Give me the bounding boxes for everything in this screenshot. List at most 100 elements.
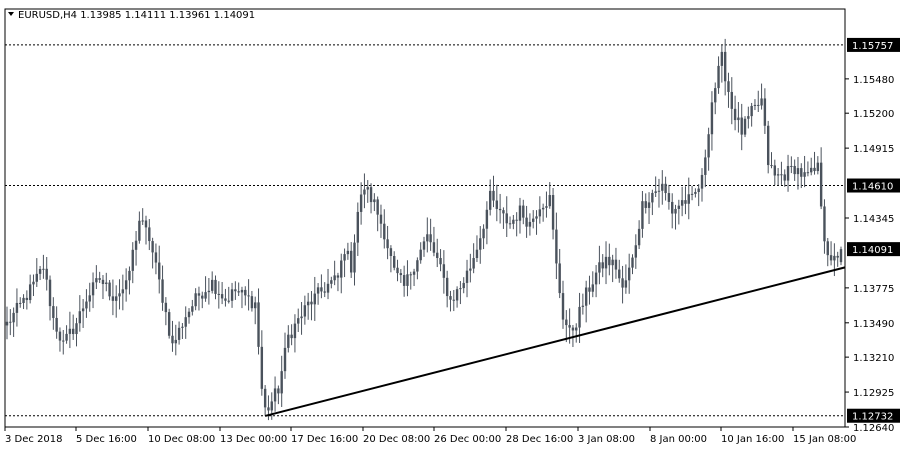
candle-body: [823, 206, 826, 242]
candle-body: [91, 282, 95, 296]
candle-body: [386, 239, 389, 249]
candle-body: [250, 296, 254, 309]
candle-body: [442, 264, 446, 278]
candle-body: [340, 260, 343, 278]
candle-body: [637, 228, 641, 246]
y-tick-label: 1.12640: [853, 423, 894, 434]
candle-body: [621, 278, 624, 288]
candle-body: [376, 199, 379, 215]
candle-body: [270, 401, 273, 411]
candle-body: [786, 165, 790, 181]
candle-body: [436, 252, 439, 258]
candle-body: [700, 174, 704, 189]
candle-body: [68, 328, 72, 334]
candle-body: [306, 301, 310, 306]
candle-body: [657, 190, 661, 192]
candle-body: [379, 214, 383, 224]
candle-body: [28, 284, 32, 301]
candle-body: [525, 217, 528, 227]
candle-body: [158, 262, 161, 280]
candle-body: [479, 238, 482, 250]
candle-body: [81, 308, 85, 312]
candle-body: [313, 293, 316, 305]
y-tick-label: 1.13490: [853, 319, 894, 330]
candle-body: [197, 293, 201, 296]
candle-body: [743, 118, 747, 135]
x-tick-label: 15 Jan 08:00: [793, 434, 856, 445]
candle-body: [541, 207, 545, 210]
candle-body: [346, 250, 350, 255]
candle-body: [548, 195, 551, 207]
candle-body: [641, 201, 644, 229]
candle-body: [498, 208, 502, 211]
candle-body: [154, 252, 158, 263]
candle-body: [538, 209, 542, 217]
candle-body: [115, 296, 118, 301]
price-tag-box: [847, 408, 900, 423]
candle-body: [829, 255, 833, 261]
candle-body: [283, 347, 287, 372]
candle-body: [558, 263, 561, 294]
candle-body: [237, 291, 240, 293]
candle-body: [38, 269, 42, 274]
candle-body: [816, 162, 820, 172]
candle-body: [412, 271, 416, 275]
candle-body: [465, 270, 469, 283]
candle-body: [121, 289, 125, 294]
candle-body: [813, 167, 816, 172]
candle-body: [75, 323, 78, 335]
candle-body: [419, 249, 422, 261]
candle-body: [723, 51, 727, 82]
candle-body: [62, 340, 65, 342]
candle-body: [687, 194, 690, 204]
candle-body: [35, 273, 38, 282]
candle-body: [522, 205, 525, 218]
candle-body: [664, 183, 667, 194]
candle-body: [88, 295, 91, 302]
candle-body: [128, 270, 131, 281]
candle-body: [164, 302, 168, 313]
candle-body: [32, 281, 35, 285]
candle-body: [343, 254, 346, 261]
y-axis: 1.15480 1.15200 1.14915 1.14345 1.13775 1.134…: [845, 75, 894, 434]
y-tick-label: 1.15200: [853, 109, 894, 120]
candle-body: [131, 249, 134, 271]
chevron-down-icon[interactable]: [8, 12, 14, 16]
candle-body: [303, 305, 307, 317]
candle-body: [55, 317, 58, 332]
candle-body: [363, 189, 366, 195]
candle-body: [760, 98, 763, 106]
candle-body: [452, 299, 455, 301]
candle-body: [422, 241, 426, 250]
candle-body: [766, 125, 770, 166]
candle-body: [409, 274, 412, 276]
candle-body: [684, 200, 687, 204]
x-tick-label: 3 Dec 2018: [5, 434, 63, 445]
candle-body: [773, 165, 777, 176]
candle-body: [591, 284, 594, 292]
x-tick-label: 3 Jan 08:00: [578, 434, 635, 445]
candle-body: [300, 316, 303, 319]
candle-body: [631, 257, 634, 268]
trendline[interactable]: [264, 266, 846, 417]
candle-body: [627, 267, 631, 281]
candle-body: [800, 168, 803, 177]
candle-body: [144, 220, 148, 228]
candle-body: [161, 279, 164, 303]
candle-body: [459, 288, 462, 290]
candle-body: [105, 282, 108, 285]
candle-body: [95, 278, 98, 283]
candle-body: [101, 279, 105, 285]
candle-body: [667, 193, 671, 202]
candle-body: [581, 305, 585, 307]
candle-body: [502, 210, 505, 214]
price-tag-box: [847, 242, 900, 257]
candle-body: [618, 269, 621, 279]
candle-body: [833, 255, 836, 261]
candle-body: [369, 187, 373, 203]
candle-body: [551, 195, 555, 230]
candle-body: [58, 331, 62, 341]
candle-body: [141, 220, 144, 222]
candle-body: [763, 98, 767, 126]
candle-body: [19, 302, 22, 304]
